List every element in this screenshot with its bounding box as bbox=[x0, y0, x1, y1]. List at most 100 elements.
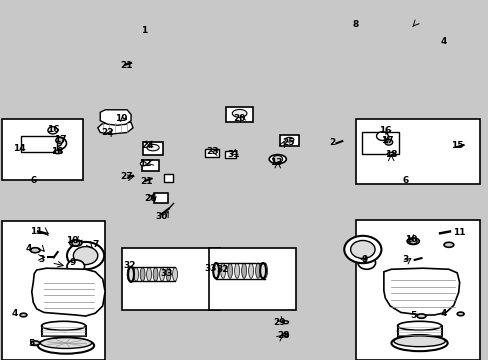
Bar bbox=[122, 248, 220, 310]
Polygon shape bbox=[100, 110, 131, 125]
Ellipse shape bbox=[393, 336, 444, 347]
Ellipse shape bbox=[40, 338, 92, 348]
Circle shape bbox=[73, 247, 98, 265]
Ellipse shape bbox=[220, 263, 225, 278]
Text: 5: 5 bbox=[409, 311, 415, 320]
Ellipse shape bbox=[241, 263, 246, 278]
Ellipse shape bbox=[146, 144, 159, 151]
Bar bbox=[355, 220, 479, 360]
Text: 1: 1 bbox=[141, 26, 147, 35]
Bar bbox=[205, 149, 219, 157]
Bar bbox=[154, 193, 167, 203]
Text: 32: 32 bbox=[216, 265, 228, 274]
Text: 4: 4 bbox=[11, 309, 18, 318]
Ellipse shape bbox=[159, 267, 164, 281]
Ellipse shape bbox=[232, 109, 246, 117]
Text: 28: 28 bbox=[277, 331, 289, 340]
Ellipse shape bbox=[406, 238, 418, 244]
Bar bbox=[355, 119, 479, 184]
Text: 3: 3 bbox=[39, 255, 44, 264]
Ellipse shape bbox=[397, 327, 441, 336]
Text: 2: 2 bbox=[329, 138, 335, 147]
Circle shape bbox=[49, 137, 66, 150]
Ellipse shape bbox=[390, 335, 447, 351]
Ellipse shape bbox=[41, 321, 85, 330]
Ellipse shape bbox=[69, 240, 81, 246]
Circle shape bbox=[376, 132, 387, 140]
Circle shape bbox=[48, 127, 58, 134]
Ellipse shape bbox=[146, 267, 151, 281]
Text: 4: 4 bbox=[440, 309, 447, 318]
Text: 25: 25 bbox=[282, 138, 294, 147]
Text: 20: 20 bbox=[233, 114, 245, 123]
Text: 33: 33 bbox=[203, 264, 216, 273]
Ellipse shape bbox=[260, 263, 265, 279]
Text: 31: 31 bbox=[227, 150, 240, 159]
Text: 6: 6 bbox=[402, 176, 408, 185]
Ellipse shape bbox=[41, 327, 85, 336]
Bar bbox=[209, 248, 295, 310]
Bar bbox=[225, 107, 252, 122]
Text: 24: 24 bbox=[141, 141, 154, 150]
Ellipse shape bbox=[255, 263, 260, 278]
Polygon shape bbox=[383, 268, 459, 315]
Text: 23: 23 bbox=[206, 147, 219, 156]
Text: 9: 9 bbox=[360, 255, 367, 264]
Ellipse shape bbox=[227, 263, 232, 278]
Bar bbox=[20, 136, 57, 152]
Text: 22: 22 bbox=[101, 128, 114, 137]
Bar bbox=[142, 160, 159, 171]
Circle shape bbox=[140, 162, 146, 166]
Ellipse shape bbox=[127, 267, 132, 281]
Text: 11: 11 bbox=[30, 227, 43, 236]
Text: 7: 7 bbox=[92, 240, 99, 249]
Text: 11: 11 bbox=[452, 228, 465, 237]
Text: 26: 26 bbox=[144, 194, 157, 203]
Ellipse shape bbox=[153, 267, 158, 281]
Text: 8: 8 bbox=[352, 20, 358, 29]
Ellipse shape bbox=[54, 150, 61, 154]
Polygon shape bbox=[98, 122, 133, 134]
Ellipse shape bbox=[38, 337, 94, 354]
Circle shape bbox=[72, 240, 80, 246]
Text: 18: 18 bbox=[51, 147, 64, 156]
Text: 30: 30 bbox=[155, 212, 167, 220]
Text: 18: 18 bbox=[384, 150, 397, 159]
Text: 10: 10 bbox=[66, 236, 79, 245]
Ellipse shape bbox=[133, 267, 138, 281]
Text: 6: 6 bbox=[30, 176, 36, 185]
Bar bbox=[163, 174, 172, 182]
Text: 27: 27 bbox=[120, 172, 132, 181]
Ellipse shape bbox=[166, 267, 171, 281]
Text: 4: 4 bbox=[25, 244, 32, 253]
Text: 21: 21 bbox=[140, 177, 153, 186]
Ellipse shape bbox=[213, 263, 219, 279]
Ellipse shape bbox=[31, 341, 40, 345]
Text: 14: 14 bbox=[13, 144, 26, 153]
Circle shape bbox=[350, 240, 374, 258]
Ellipse shape bbox=[172, 267, 177, 281]
Ellipse shape bbox=[285, 138, 293, 142]
Text: 15: 15 bbox=[450, 141, 463, 150]
Text: 16: 16 bbox=[46, 125, 59, 134]
Circle shape bbox=[56, 138, 63, 143]
Text: 13: 13 bbox=[269, 158, 282, 167]
Text: 32: 32 bbox=[123, 261, 136, 270]
Circle shape bbox=[67, 242, 104, 269]
Circle shape bbox=[272, 156, 282, 163]
Bar bbox=[41, 326, 85, 336]
Text: 16: 16 bbox=[378, 126, 391, 135]
Text: 17: 17 bbox=[54, 135, 66, 144]
Ellipse shape bbox=[456, 312, 463, 316]
Text: 3: 3 bbox=[402, 255, 408, 264]
Ellipse shape bbox=[268, 155, 286, 164]
Ellipse shape bbox=[262, 263, 267, 278]
Ellipse shape bbox=[386, 152, 394, 156]
Bar bbox=[224, 151, 235, 158]
Ellipse shape bbox=[282, 333, 288, 336]
Text: 5: 5 bbox=[29, 338, 35, 347]
Ellipse shape bbox=[20, 313, 27, 317]
Ellipse shape bbox=[416, 314, 425, 318]
Ellipse shape bbox=[443, 242, 453, 247]
Text: 12: 12 bbox=[139, 159, 152, 168]
